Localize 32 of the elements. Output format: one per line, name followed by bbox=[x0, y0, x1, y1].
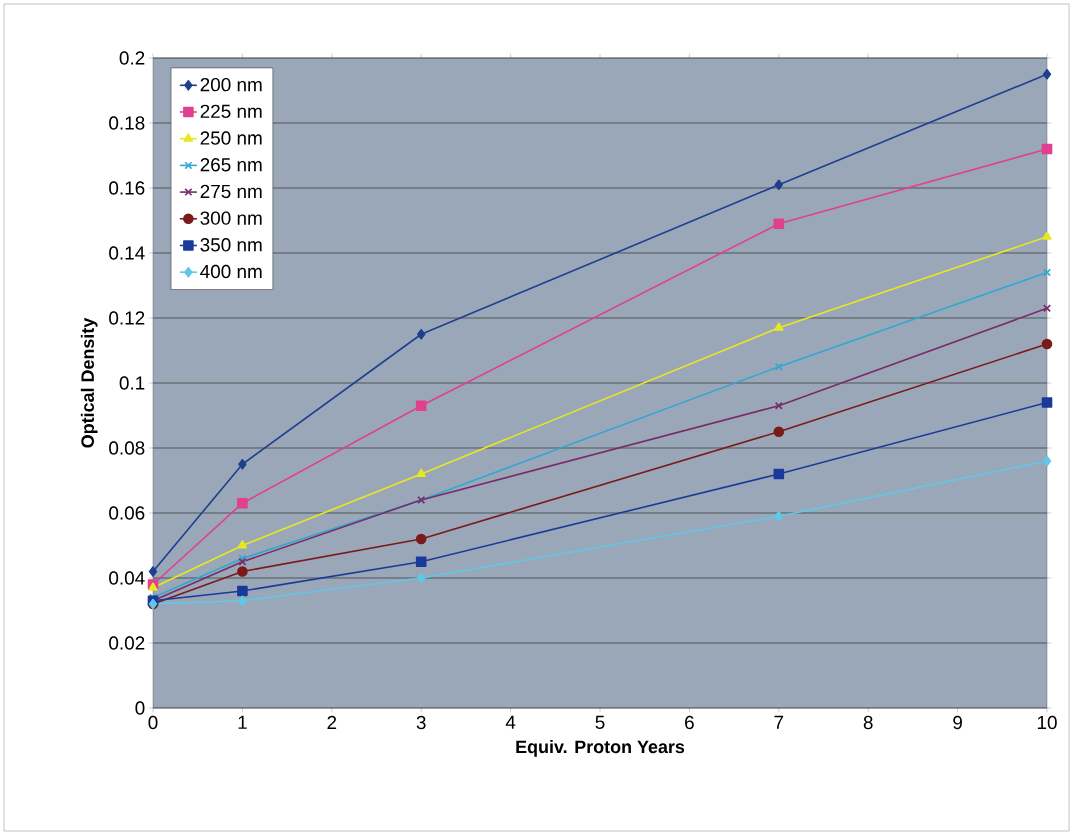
x-tick-label: 8 bbox=[863, 715, 873, 730]
x-tick-label: 4 bbox=[505, 715, 516, 729]
x-tick-label: 6 bbox=[685, 715, 694, 730]
x-axis-title: Equiv. Proton Years bbox=[516, 740, 685, 757]
x-tick-label: 10 bbox=[1037, 715, 1057, 730]
x-tick-label: 7 bbox=[774, 715, 784, 729]
y-tick-label: 0.14 bbox=[109, 246, 145, 260]
y-tick-label: 0.08 bbox=[109, 441, 145, 455]
legend-label: 200 nm bbox=[200, 77, 262, 92]
legend-label: 225 nm bbox=[200, 104, 262, 119]
legend-label: 250 nm bbox=[200, 131, 262, 145]
y-tick-label: 0.02 bbox=[109, 636, 145, 650]
y-tick-label: 0.1 bbox=[119, 376, 145, 390]
y-axis-title: Optical Density bbox=[80, 317, 98, 448]
y-tick-label: 0.16 bbox=[109, 181, 145, 195]
x-tick-label: 0 bbox=[148, 715, 158, 730]
y-tick-label: 0 bbox=[135, 701, 145, 715]
y-tick-label: 0.04 bbox=[109, 571, 145, 585]
x-tick-label: 3 bbox=[416, 715, 426, 730]
legend-label: 265 nm bbox=[200, 158, 262, 172]
y-tick-label: 0.2 bbox=[119, 51, 145, 65]
x-tick-label: 1 bbox=[238, 715, 247, 729]
y-tick-label: 0.06 bbox=[109, 506, 145, 520]
legend-label: 400 nm bbox=[200, 264, 262, 279]
x-tick-label: 9 bbox=[953, 715, 962, 730]
y-tick-label: 0.18 bbox=[109, 116, 145, 130]
x-tick-label: 5 bbox=[595, 715, 605, 729]
legend-label: 350 nm bbox=[200, 238, 262, 252]
y-tick-label: 0.12 bbox=[109, 311, 145, 325]
legend-label: 275 nm bbox=[200, 184, 262, 199]
x-tick-label: 2 bbox=[327, 715, 337, 729]
legend-label: 300 nm bbox=[200, 211, 262, 225]
